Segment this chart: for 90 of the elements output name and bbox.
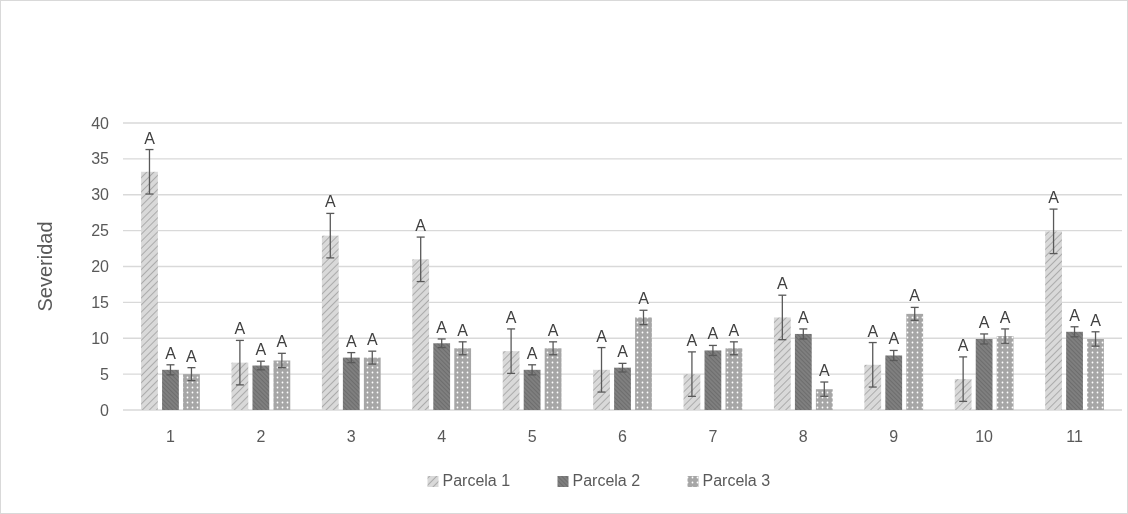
legend-label: Parcela 2 [572,472,641,489]
bar [1066,331,1083,410]
data-label: A [144,129,156,147]
bar [252,365,270,410]
x-tick-label: 1 [166,428,176,445]
bar [523,369,541,410]
bar [162,369,179,410]
data-label: A [707,325,719,343]
bar [593,369,610,410]
bar [454,348,472,410]
bar [683,374,701,410]
bar [996,336,1014,410]
data-label: A [999,308,1011,326]
data-label: A [617,343,629,361]
y-tick-label: 5 [100,365,110,383]
data-label: A [457,321,469,339]
data-label: A [276,333,288,351]
y-tick-label: 40 [91,114,110,132]
data-label: A [415,217,427,235]
y-tick-label: 30 [91,186,110,204]
data-label: A [436,318,448,336]
data-label: A [366,331,378,349]
data-label: A [1069,306,1081,324]
data-label: A [1048,189,1060,207]
data-label: A [867,322,879,340]
y-tick-label: 25 [91,222,110,240]
data-label: A [526,344,538,362]
data-label: A [505,308,517,326]
bar [725,348,743,410]
x-tick-label: 7 [708,428,718,445]
x-tick-label: 10 [975,428,994,445]
bar [183,374,200,410]
x-tick-label: 9 [889,428,899,445]
bar [975,338,993,410]
bar [1087,338,1104,410]
bar [231,362,249,410]
x-tick-label: 8 [798,428,808,445]
bar [141,171,158,410]
bar [773,317,791,410]
bar [815,389,833,410]
y-tick-label: 20 [91,258,110,276]
x-tick-label: 2 [256,428,266,445]
data-label: A [596,327,608,345]
data-label: A [638,290,650,308]
y-axis-title: Severidad [34,221,56,312]
bar [954,379,972,410]
bar [885,355,903,410]
y-tick-label: 10 [91,329,110,347]
data-label: A [728,321,740,339]
data-label: A [909,287,921,305]
x-tick-label: 4 [437,428,447,445]
data-label: A [818,362,830,380]
bar [635,317,652,410]
data-label: A [888,330,900,348]
data-label: A [978,313,990,331]
data-label: A [797,308,809,326]
data-label: A [165,344,177,362]
bar [502,351,520,410]
y-tick-label: 35 [91,150,110,168]
data-label: A [345,332,357,350]
bar [1045,231,1062,410]
bar [864,364,882,410]
bar [363,357,381,410]
y-tick-label: 15 [91,293,110,311]
bar [614,367,631,410]
data-label: A [1090,311,1102,329]
bar [906,313,924,410]
x-tick-label: 3 [346,428,356,445]
bar [412,259,430,410]
data-label: A [547,321,559,339]
data-label: A [324,193,336,211]
x-tick-label: 5 [527,428,537,445]
bar [321,235,339,410]
bar [433,343,451,410]
x-tick-label: 6 [618,428,628,445]
data-label: A [234,320,246,338]
bar [273,360,291,410]
x-tick-label: 11 [1066,428,1083,445]
data-label: A [957,336,969,354]
bar [342,357,360,410]
bar [704,350,722,410]
legend-label: Parcela 1 [442,472,511,489]
data-label: A [255,341,267,359]
y-tick-label: 0 [100,401,110,419]
data-label: A [776,275,788,293]
legend-label: Parcela 3 [702,472,771,489]
data-label: A [186,347,198,365]
data-label: A [686,331,698,349]
bar [544,348,562,410]
bar [794,333,812,410]
